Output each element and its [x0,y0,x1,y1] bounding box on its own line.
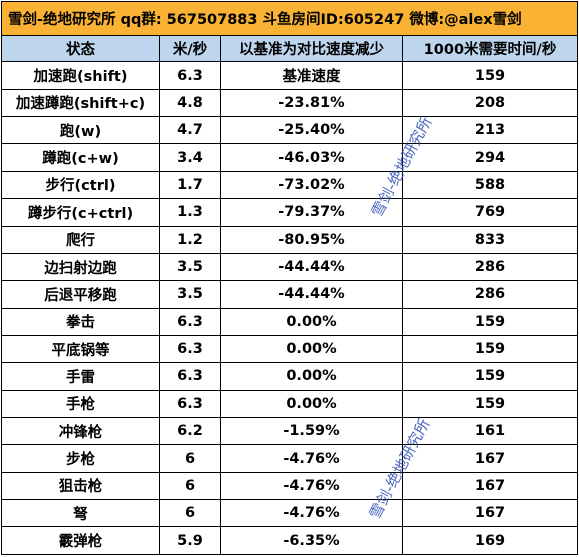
table-row: 狙击枪 6 -4.76% 167 [1,471,579,501]
cell-reduction: 0.00% [220,307,403,336]
cell-state: 蹲跑(c+w) [1,143,160,172]
cell-state: 狙击枪 [1,471,160,501]
cell-time: 294 [401,143,579,172]
cell-reduction: -46.03% [220,143,403,172]
cell-state: 手雷 [1,362,160,391]
cell-time: 833 [401,225,579,254]
header-state: 状态 [1,35,160,63]
cell-speed: 6.3 [159,307,221,336]
cell-time: 167 [401,499,579,528]
cell-reduction: -4.76% [220,471,403,501]
cell-speed: 1.7 [159,170,221,200]
cell-time: 769 [401,198,579,227]
cell-state: 边扫射边跑 [1,252,160,282]
table-row: 弩 6 -4.76% 167 [1,499,579,528]
table-row: 步行(ctrl) 1.7 -73.02% 588 [1,170,579,200]
cell-time: 208 [401,88,579,118]
table-row: 拳击 6.3 0.00% 159 [1,307,579,336]
cell-time: 159 [401,362,579,391]
cell-speed: 6.3 [159,362,221,391]
cell-reduction: 0.00% [220,334,403,364]
table-row: 爬行 1.2 -80.95% 833 [1,225,579,254]
cell-time: 159 [401,389,579,419]
cell-reduction: -79.37% [220,198,403,227]
cell-time: 167 [401,471,579,501]
table-row: 步枪 6 -4.76% 167 [1,444,579,473]
cell-time: 286 [401,280,579,309]
cell-reduction: 0.00% [220,362,403,391]
cell-state: 手枪 [1,389,160,419]
cell-speed: 3.5 [159,280,221,309]
cell-reduction: -23.81% [220,88,403,118]
cell-speed: 6 [159,471,221,501]
cell-state: 冲锋枪 [1,417,160,446]
cell-speed: 6.2 [159,417,221,446]
cell-speed: 6.3 [159,389,221,419]
cell-time: 167 [401,444,579,473]
table-row: 冲锋枪 6.2 -1.59% 161 [1,417,579,446]
cell-reduction: -4.76% [220,499,403,528]
cell-time: 159 [401,334,579,364]
header-row: 状态 米/秒 以基准为对比速度减少 1000米需要时间/秒 [1,35,579,63]
cell-state: 步枪 [1,444,160,473]
cell-reduction: -4.76% [220,444,403,473]
cell-state: 后退平移跑 [1,280,160,309]
cell-time: 159 [401,307,579,336]
cell-time: 161 [401,417,579,446]
cell-state: 跑(w) [1,116,160,145]
table-row: 蹲步行(c+ctrl) 1.3 -79.37% 769 [1,198,579,227]
cell-reduction: -25.40% [220,116,403,145]
cell-speed: 5.9 [159,526,221,555]
cell-speed: 6.3 [159,334,221,364]
cell-speed: 3.4 [159,143,221,172]
header-time: 1000米需要时间/秒 [401,35,579,63]
cell-speed: 4.7 [159,116,221,145]
table-row: 边扫射边跑 3.5 -44.44% 286 [1,252,579,282]
sheet-title: 雪剑-绝地研究所 qq群: 567507883 斗鱼房间ID:605247 微博… [0,0,579,37]
title-row: 雪剑-绝地研究所 qq群: 567507883 斗鱼房间ID:605247 微博… [0,0,579,37]
table-row: 跑(w) 4.7 -25.40% 213 [1,116,579,145]
cell-reduction: 基准速度 [220,61,403,90]
cell-state: 霰弹枪 [1,526,160,555]
cell-time: 588 [401,170,579,200]
cell-speed: 1.3 [159,198,221,227]
table-row: 加速跑(shift) 6.3 基准速度 159 [1,61,579,90]
cell-state: 蹲步行(c+ctrl) [1,198,160,227]
table-row: 平底锅等 6.3 0.00% 159 [1,334,579,364]
cell-speed: 6.3 [159,61,221,90]
table-row: 加速蹲跑(shift+c) 4.8 -23.81% 208 [1,88,579,118]
cell-speed: 3.5 [159,252,221,282]
table-row: 手雷 6.3 0.00% 159 [1,362,579,391]
cell-speed: 6 [159,499,221,528]
header-reduction: 以基准为对比速度减少 [220,35,403,63]
table-row: 霰弹枪 5.9 -6.35% 169 [1,526,579,555]
cell-time: 159 [401,61,579,90]
cell-state: 弩 [1,499,160,528]
table-row: 蹲跑(c+w) 3.4 -46.03% 294 [1,143,579,172]
cell-time: 286 [401,252,579,282]
cell-speed: 4.8 [159,88,221,118]
cell-state: 平底锅等 [1,334,160,364]
cell-state: 步行(ctrl) [1,170,160,200]
cell-reduction: -1.59% [220,417,403,446]
cell-speed: 1.2 [159,225,221,254]
cell-state: 拳击 [1,307,160,336]
cell-state: 加速跑(shift) [1,61,160,90]
table-row: 手枪 6.3 0.00% 159 [1,389,579,419]
cell-reduction: -73.02% [220,170,403,200]
cell-reduction: -6.35% [220,526,403,555]
cell-reduction: -44.44% [220,252,403,282]
header-speed: 米/秒 [159,35,221,63]
cell-time: 213 [401,116,579,145]
cell-state: 加速蹲跑(shift+c) [1,88,160,118]
cell-reduction: -44.44% [220,280,403,309]
cell-reduction: 0.00% [220,389,403,419]
cell-speed: 6 [159,444,221,473]
cell-state: 爬行 [1,225,160,254]
table-row: 后退平移跑 3.5 -44.44% 286 [1,280,579,309]
cell-time: 169 [401,526,579,555]
cell-reduction: -80.95% [220,225,403,254]
